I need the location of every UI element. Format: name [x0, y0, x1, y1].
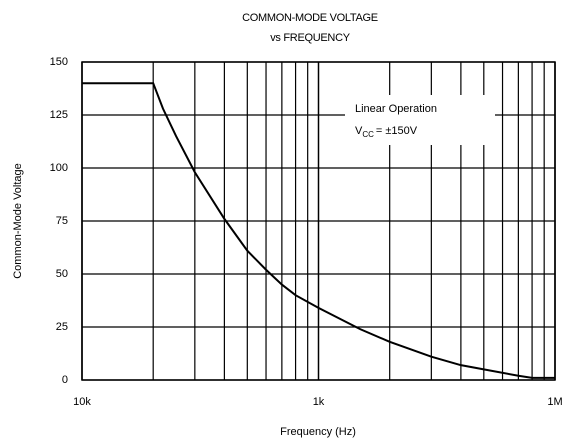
chart-title: vs FREQUENCY: [270, 32, 350, 44]
annotation-text: CC: [362, 130, 374, 139]
y-tick-label: 150: [50, 56, 68, 68]
y-axis-label: Common-Mode Voltage: [12, 163, 24, 279]
data-line: [82, 82, 555, 379]
y-tick-label: 0: [62, 374, 68, 386]
annotation-box: [345, 95, 495, 145]
x-axis-label: Frequency (Hz): [280, 426, 356, 438]
chart-title: COMMON-MODE VOLTAGE: [242, 12, 378, 24]
plot-frame: [81, 61, 556, 381]
x-tick-label: 10k: [73, 396, 91, 408]
x-tick-label: 1k: [313, 396, 325, 408]
annotation-text: Linear Operation: [355, 103, 437, 115]
y-tick-label: 50: [56, 268, 68, 280]
y-tick-label: 25: [56, 321, 68, 333]
x-tick-label: 1M: [547, 396, 562, 408]
annotation-text: VCC = ±150V: [355, 125, 418, 139]
y-tick-label: 75: [56, 215, 68, 227]
y-tick-label: 100: [50, 162, 68, 174]
annotation-text: = ±150V: [376, 125, 418, 137]
y-tick-label: 125: [50, 109, 68, 121]
annotation-text: V: [355, 125, 363, 137]
